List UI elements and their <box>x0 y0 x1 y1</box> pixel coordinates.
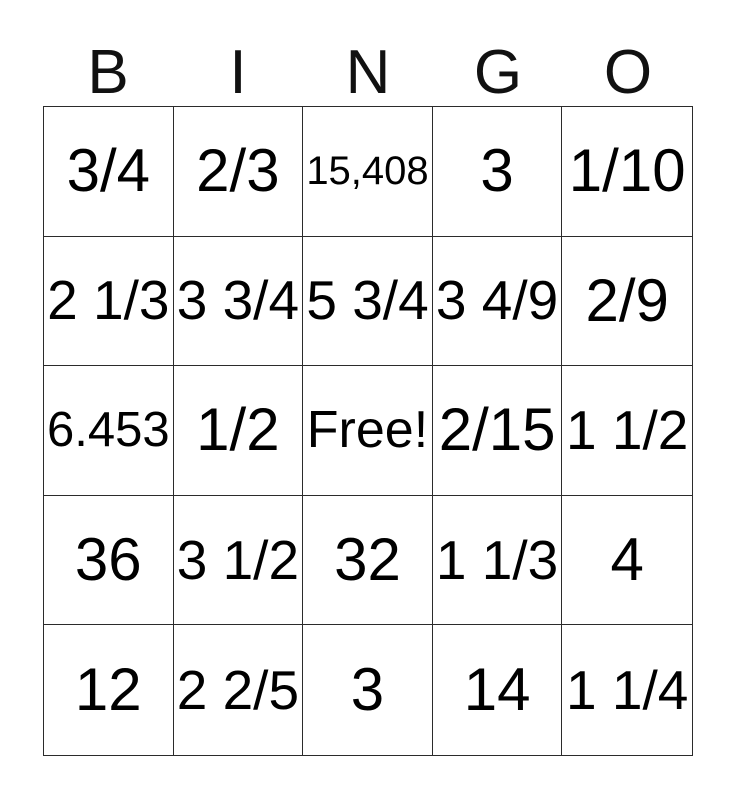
cell-value: 1 1/4 <box>566 658 689 721</box>
cell-value: 2 1/3 <box>47 269 170 332</box>
bingo-cell[interactable]: 1 1/4 <box>562 625 692 755</box>
bingo-cell[interactable]: 12 <box>44 625 174 755</box>
cell-value: 15,408 <box>306 149 429 194</box>
bingo-cell[interactable]: 1 1/3 <box>432 495 563 626</box>
bingo-cell[interactable]: 2/15 <box>432 366 563 496</box>
cell-value: 4 <box>610 526 644 594</box>
cell-value: 1 1/3 <box>435 528 559 591</box>
bingo-cell[interactable]: 2 2/5 <box>173 625 304 755</box>
cell-value: 5 3/4 <box>306 269 429 332</box>
cell-value: 2 2/5 <box>176 658 300 721</box>
cell-value: 3 <box>480 137 514 205</box>
bingo-cell[interactable]: 3 3/4 <box>173 236 304 367</box>
bingo-cell[interactable]: 15,408 <box>303 107 433 237</box>
header-letter-i: I <box>229 38 247 107</box>
bingo-cell[interactable]: 3 <box>303 625 433 755</box>
cell-value: 12 <box>74 656 142 724</box>
bingo-cell[interactable]: 36 <box>44 495 174 626</box>
free-space-label: Free! <box>306 401 429 460</box>
bingo-cell[interactable]: 3 4/9 <box>432 236 563 367</box>
bingo-cell[interactable]: 6.453 <box>44 366 174 496</box>
bingo-cell[interactable]: 32 <box>303 495 433 626</box>
bingo-cell[interactable]: 3 <box>432 107 563 237</box>
cell-value: 36 <box>74 526 142 594</box>
cell-value: 3 4/9 <box>435 269 559 332</box>
bingo-cell[interactable]: 14 <box>432 625 563 755</box>
header-letter-b: B <box>87 38 129 107</box>
cell-value: 32 <box>334 526 401 594</box>
cell-value: 14 <box>463 656 531 724</box>
bingo-cell[interactable]: 1 1/2 <box>562 366 692 496</box>
cell-value: 2/15 <box>438 396 556 464</box>
cell-value: 3 <box>350 656 385 724</box>
bingo-cell[interactable]: 5 3/4 <box>303 236 433 367</box>
cell-value: 3/4 <box>66 137 150 205</box>
bingo-grid: 3/4 2/3 15,408 3 1/10 2 1/3 3 3/4 5 3/4 … <box>43 106 693 756</box>
bingo-cell[interactable]: 3 1/2 <box>173 495 304 626</box>
cell-value: 1 1/2 <box>566 398 689 461</box>
cell-value: 6.453 <box>46 402 170 457</box>
bingo-cell[interactable]: 1/2 <box>173 366 304 496</box>
cell-value: 2/9 <box>585 266 669 334</box>
bingo-cell[interactable]: 2/9 <box>562 236 692 367</box>
bingo-header: B I N G O <box>43 38 693 107</box>
header-letter-n: N <box>345 38 391 107</box>
bingo-cell[interactable]: 2/3 <box>173 107 304 237</box>
header-letter-o: O <box>603 38 653 107</box>
cell-value: 1/2 <box>196 396 280 464</box>
cell-value: 3 1/2 <box>176 528 300 591</box>
cell-value: 2/3 <box>196 137 280 205</box>
header-letter-g: G <box>473 38 523 107</box>
cell-value: 1/10 <box>568 137 686 205</box>
bingo-cell[interactable]: 4 <box>562 495 692 626</box>
bingo-cell[interactable]: 1/10 <box>562 107 692 237</box>
bingo-cell[interactable]: 3/4 <box>44 107 174 237</box>
bingo-cell-free[interactable]: Free! <box>303 366 433 496</box>
bingo-cell[interactable]: 2 1/3 <box>44 236 174 367</box>
cell-value: 3 3/4 <box>176 269 300 332</box>
